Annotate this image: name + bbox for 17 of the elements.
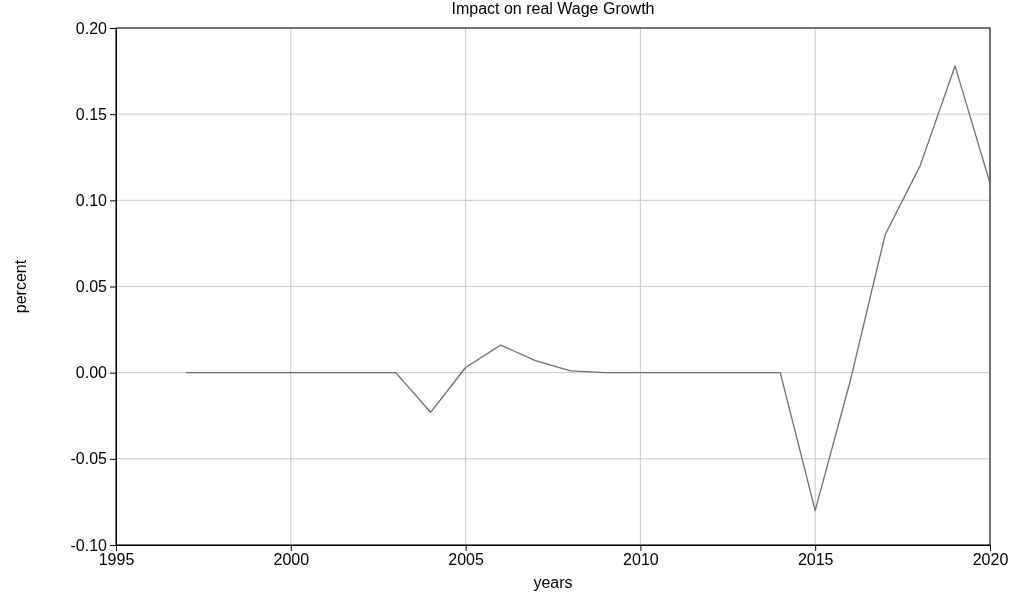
x-axis-title: years (533, 574, 573, 591)
y-axis-title: percent (12, 259, 29, 314)
y-tick-label: 0.15 (75, 105, 108, 123)
y-tick-label: -0.05 (70, 450, 108, 468)
x-tick-label: 2000 (273, 551, 310, 569)
y-tick-label: 0.10 (75, 191, 108, 209)
y-tick-label: -0.10 (70, 536, 108, 554)
y-tick-label: 0.00 (75, 364, 108, 382)
y-tick-label: 0.20 (75, 19, 108, 37)
x-tick-label: 2010 (623, 551, 659, 569)
x-tick-label: 2005 (448, 551, 484, 569)
line-series (185, 65, 991, 512)
x-tick-label: 2020 (972, 551, 1009, 569)
x-tick-label: 2015 (797, 551, 834, 569)
y-tick-label: 0.05 (75, 278, 108, 296)
chart-title: Impact on real Wage Growth (451, 0, 655, 17)
x-tick-label: 1995 (98, 551, 135, 569)
